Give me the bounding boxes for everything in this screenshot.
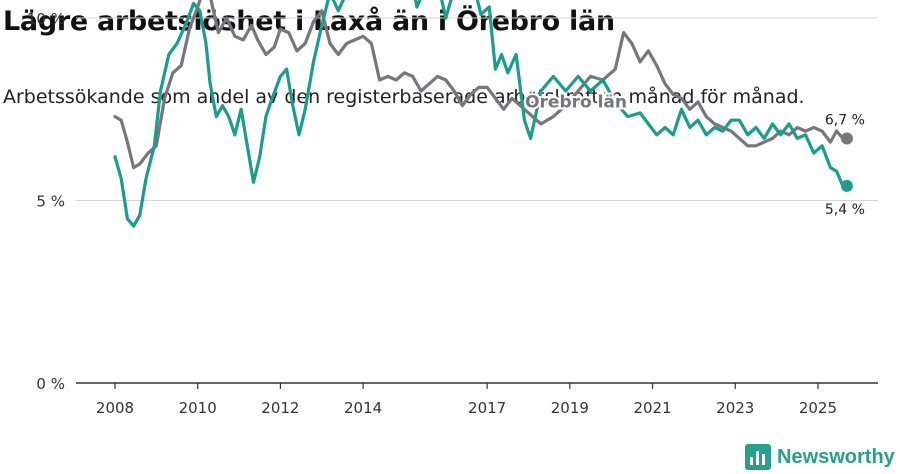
x-tick-label: 2010 bbox=[179, 399, 217, 417]
series-lines bbox=[113, 0, 853, 228]
x-tick-label: 2012 bbox=[261, 399, 299, 417]
y-tick-label: 10 % bbox=[27, 10, 65, 28]
x-axis: 2008 2010 2012 2014 2017 2019 2021 2023 2025 bbox=[76, 382, 878, 417]
end-label-orebro: 6,7 % bbox=[825, 112, 865, 128]
x-tick-label: 2023 bbox=[716, 399, 754, 417]
x-tick-label: 2017 bbox=[468, 399, 506, 417]
series-line-laxa bbox=[113, 0, 849, 228]
x-tick-label: 2008 bbox=[96, 399, 134, 417]
end-point-orebro bbox=[840, 132, 853, 145]
newsworthy-logo-icon bbox=[745, 444, 771, 470]
chart-subtitle: Arbetssökande som andel av den registerb… bbox=[3, 86, 805, 108]
end-label-laxa: 5,4 % bbox=[825, 202, 865, 218]
y-tick-label: 0 % bbox=[36, 375, 65, 393]
gridlines bbox=[76, 17, 878, 201]
end-point-laxa bbox=[840, 179, 853, 192]
series-labels: 6,7 %5,4 %LaxåÖrebro län bbox=[523, 88, 865, 218]
series-name-label: Örebro län bbox=[525, 90, 627, 112]
x-tick-label: 2021 bbox=[633, 399, 671, 417]
x-tick-label: 2014 bbox=[344, 399, 382, 417]
series-line-orebro bbox=[113, 0, 849, 170]
newsworthy-brand[interactable]: Newsworthy bbox=[745, 442, 895, 472]
y-axis: 0 % 5 % 10 % bbox=[27, 10, 65, 393]
brand-name: Newsworthy bbox=[777, 445, 895, 468]
x-tick-label: 2025 bbox=[799, 399, 837, 417]
x-tick-label: 2019 bbox=[551, 399, 589, 417]
y-tick-label: 5 % bbox=[36, 193, 65, 211]
